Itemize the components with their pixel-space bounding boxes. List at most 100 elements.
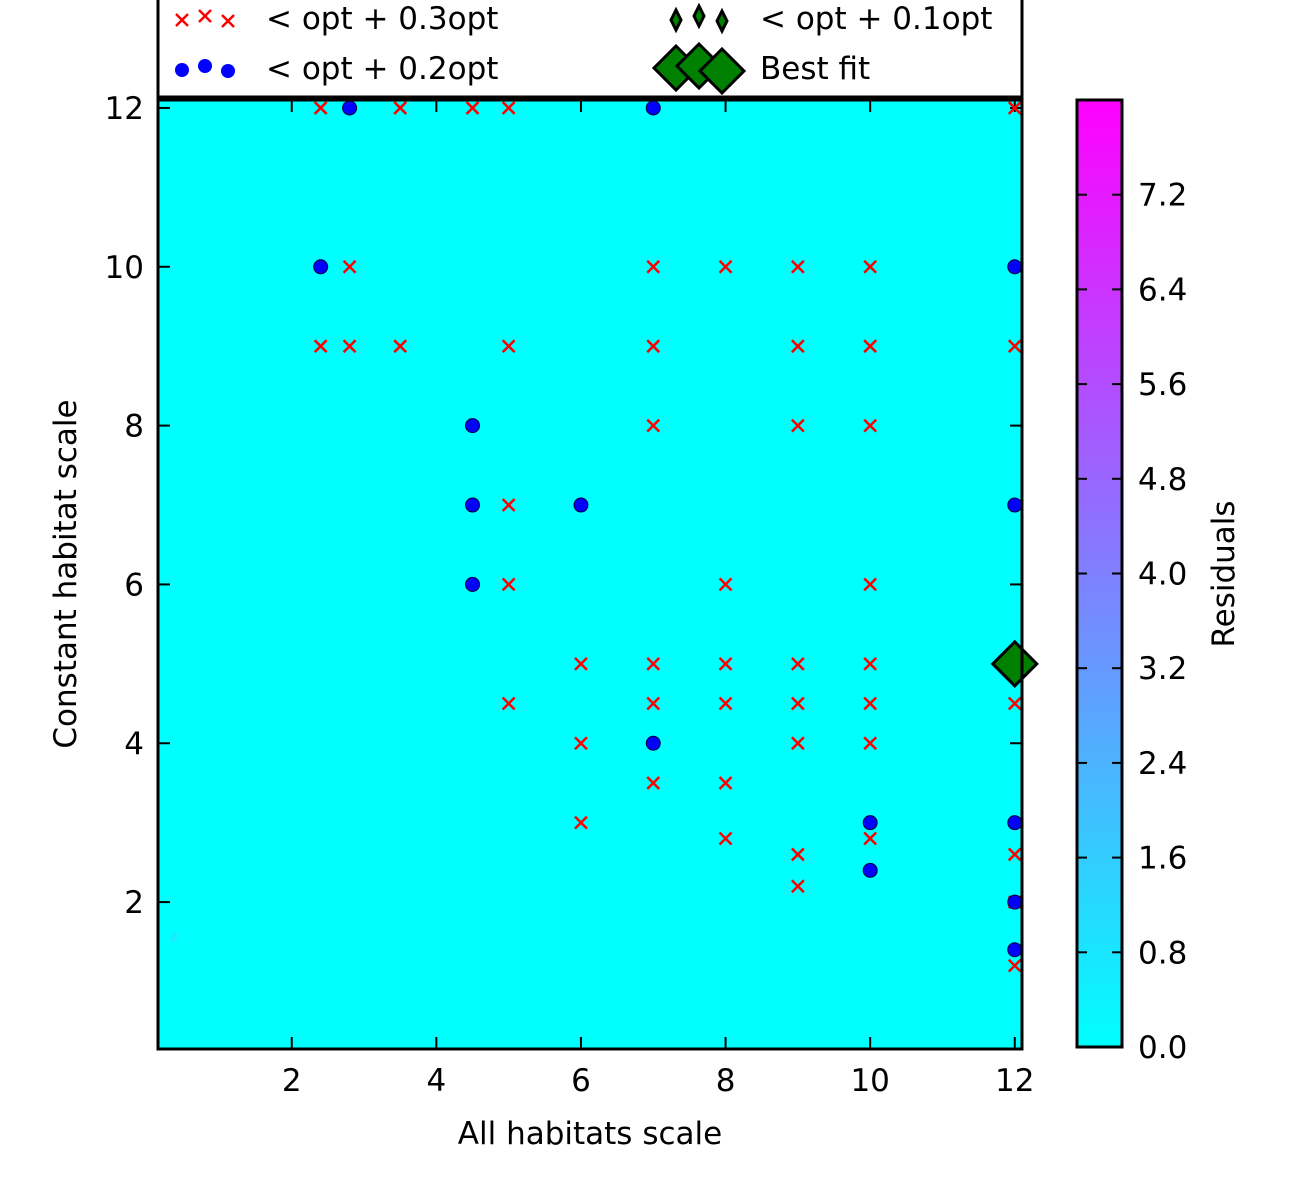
x-tick-label: 12 bbox=[995, 1063, 1034, 1099]
legend-marker-0.3opt bbox=[175, 9, 235, 28]
cross-stroke bbox=[501, 498, 516, 512]
cross-marker bbox=[718, 776, 733, 790]
cross-stroke bbox=[1007, 696, 1022, 711]
legend-label-best-fit: Best fit bbox=[760, 51, 870, 87]
legend-thin-diamond bbox=[692, 2, 706, 30]
cross-marker bbox=[501, 498, 516, 512]
legend-circle bbox=[221, 64, 235, 78]
cross-stroke bbox=[646, 656, 661, 671]
heatmap-background bbox=[158, 100, 1022, 1049]
colorbar-tick-label: 4.0 bbox=[1138, 557, 1187, 593]
cross-marker bbox=[342, 339, 357, 354]
legend-thin-diamond bbox=[669, 6, 683, 34]
cross-stroke bbox=[646, 259, 661, 274]
x-tick-label: 2 bbox=[282, 1063, 302, 1099]
cross-stroke bbox=[574, 736, 588, 751]
circle-marker bbox=[1007, 259, 1023, 275]
y-tick-label: 6 bbox=[124, 567, 144, 603]
cross-marker bbox=[646, 656, 661, 671]
cross-marker bbox=[790, 879, 805, 894]
cross-stroke bbox=[393, 101, 408, 115]
colorbar-tick-label: 4.8 bbox=[1138, 462, 1187, 498]
cross-marker bbox=[342, 259, 357, 274]
cross-stroke bbox=[790, 339, 805, 354]
cross-marker bbox=[574, 736, 588, 751]
colorbar-tick-label: 6.4 bbox=[1138, 272, 1187, 308]
cross-marker bbox=[646, 776, 661, 790]
circle-marker bbox=[1007, 894, 1023, 910]
cross-stroke bbox=[574, 815, 588, 830]
circle-marker bbox=[645, 100, 661, 116]
cross-marker bbox=[646, 418, 661, 433]
cross-marker bbox=[790, 847, 805, 862]
cross-marker bbox=[646, 696, 661, 711]
y-tick-label: 8 bbox=[124, 409, 144, 445]
cross-marker bbox=[393, 101, 408, 115]
cross-stroke bbox=[718, 831, 733, 846]
cross-marker bbox=[465, 101, 480, 115]
legend-marker-best-fit bbox=[651, 41, 747, 96]
cross-stroke bbox=[790, 847, 805, 862]
cross-stroke bbox=[221, 14, 235, 28]
cross-stroke bbox=[790, 418, 805, 433]
legend-label-0.2opt: < opt + 0.2opt bbox=[266, 51, 498, 87]
cross-stroke bbox=[198, 9, 212, 23]
cross-marker bbox=[863, 577, 878, 592]
y-tick-label: 12 bbox=[105, 91, 144, 127]
cross-stroke bbox=[718, 259, 733, 274]
colorbar-tick-label: 5.6 bbox=[1138, 367, 1187, 403]
cross-marker bbox=[1007, 958, 1022, 973]
x-tick-label: 8 bbox=[716, 1063, 736, 1099]
cross-marker bbox=[1007, 847, 1022, 862]
x-tick-label: 10 bbox=[850, 1063, 889, 1099]
cross-stroke bbox=[790, 879, 805, 894]
circle-marker bbox=[465, 576, 481, 592]
cross-stroke bbox=[718, 696, 733, 711]
cross-stroke bbox=[863, 339, 878, 354]
legend-diamond bbox=[697, 46, 747, 96]
cross-marker bbox=[313, 339, 328, 354]
cross-marker bbox=[863, 831, 878, 846]
cross-marker bbox=[718, 696, 733, 711]
cross-stroke bbox=[393, 339, 408, 354]
legend: < opt + 0.3opt < opt + 0.1opt < opt + 0.… bbox=[156, 0, 1024, 99]
cross-stroke bbox=[342, 339, 357, 354]
colorbar-tick-label: 1.6 bbox=[1138, 841, 1187, 877]
cross-marker bbox=[863, 736, 878, 751]
legend-marker-0.2opt bbox=[175, 59, 235, 78]
legend-marker-0.1opt bbox=[669, 2, 729, 35]
circle-marker bbox=[862, 815, 878, 831]
circle-marker bbox=[465, 497, 481, 513]
cross-marker bbox=[790, 696, 805, 711]
cross-marker bbox=[646, 339, 661, 354]
cross-marker bbox=[718, 831, 733, 846]
cross-stroke bbox=[175, 13, 189, 27]
cross-stroke bbox=[863, 418, 878, 433]
cross-stroke bbox=[863, 831, 878, 846]
circle-marker bbox=[342, 100, 358, 116]
cross-marker bbox=[501, 339, 516, 354]
cross-marker bbox=[790, 656, 805, 671]
cross-stroke bbox=[863, 696, 878, 711]
cross-stroke bbox=[646, 776, 661, 790]
cross-marker bbox=[718, 577, 733, 592]
cross-marker bbox=[863, 418, 878, 433]
cross-marker bbox=[863, 656, 878, 671]
legend-label-0.3opt: < opt + 0.3opt bbox=[266, 1, 498, 37]
cross-marker bbox=[574, 815, 588, 830]
cross-stroke bbox=[646, 696, 661, 711]
cross-marker bbox=[501, 577, 516, 592]
cross-marker bbox=[1007, 696, 1022, 711]
y-axis-label: Constant habitat scale bbox=[48, 399, 84, 748]
x-axis-label: All habitats scale bbox=[458, 1116, 722, 1152]
cross-stroke bbox=[1007, 958, 1022, 973]
circle-marker bbox=[573, 497, 589, 513]
legend-label-0.1opt: < opt + 0.1opt bbox=[760, 1, 992, 37]
cross-stroke bbox=[574, 656, 588, 671]
cross-marker bbox=[1007, 101, 1022, 115]
cross-marker bbox=[790, 339, 805, 354]
cross-marker bbox=[718, 656, 733, 671]
cross-stroke bbox=[863, 736, 878, 751]
cross-stroke bbox=[313, 339, 328, 354]
